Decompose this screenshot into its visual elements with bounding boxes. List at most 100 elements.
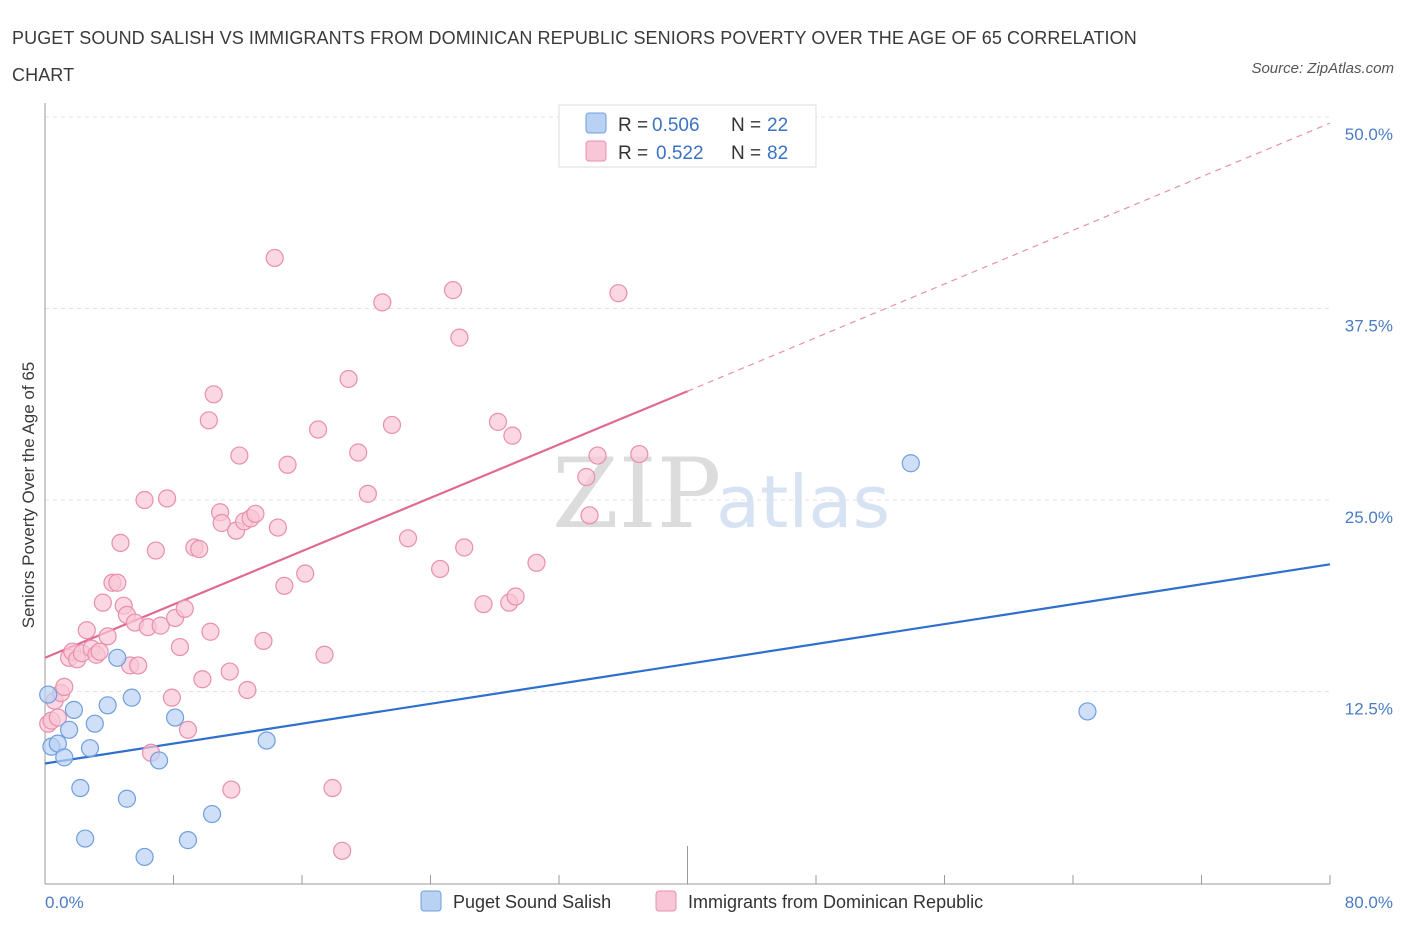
series-legend-swatch-puget-sound-salish — [420, 890, 442, 912]
point-dominican-republic — [382, 415, 402, 435]
legend-n-label: N = — [731, 115, 761, 136]
y-axis-label: Seniors Poverty Over the Age of 65 — [19, 362, 38, 628]
point-puget-sound-salish — [55, 748, 74, 767]
point-dominican-republic — [162, 688, 181, 707]
point-puget-sound-salish — [108, 648, 127, 667]
point-dominican-republic — [238, 680, 257, 700]
point-dominican-republic — [349, 443, 368, 462]
point-dominican-republic — [275, 576, 294, 595]
point-dominican-republic — [609, 284, 628, 303]
point-puget-sound-salish — [257, 731, 276, 750]
point-puget-sound-salish — [135, 847, 154, 867]
point-dominican-republic — [474, 595, 493, 614]
trend-line-dominican-republic — [44, 390, 688, 659]
point-dominican-republic — [398, 529, 418, 548]
point-dominican-republic — [90, 642, 109, 661]
point-dominican-republic — [323, 778, 342, 798]
trend-line-puget-sound-salish — [44, 563, 1331, 765]
point-dominican-republic — [77, 621, 96, 640]
point-dominican-republic — [431, 559, 450, 579]
point-dominican-republic — [204, 385, 223, 404]
point-dominican-republic — [254, 631, 273, 651]
legend-swatch-puget-sound-salish — [585, 112, 607, 134]
point-dominican-republic — [230, 446, 249, 465]
x-tick-label: 80.0% — [1345, 893, 1393, 912]
point-dominican-republic — [212, 513, 231, 533]
series-legend-label-puget-sound-salish: Puget Sound Salish — [453, 892, 611, 912]
point-dominican-republic — [358, 484, 377, 503]
point-dominican-republic — [201, 622, 220, 641]
y-tick-label: 12.5% — [1345, 700, 1393, 719]
watermark-atlas: atlas — [716, 460, 890, 544]
point-dominican-republic — [146, 541, 165, 560]
point-dominican-republic — [170, 637, 190, 657]
point-dominican-republic — [588, 446, 607, 465]
x-tick-labels: 0.0% 80.0% — [45, 893, 1393, 912]
trend-lines — [44, 122, 1331, 765]
series-legend-label-dominican-republic: Immigrants from Dominican Republic — [688, 892, 983, 912]
point-puget-sound-salish — [202, 804, 222, 824]
point-dominican-republic — [175, 599, 194, 618]
y-tick-label: 25.0% — [1345, 508, 1393, 527]
legend-swatch-dominican-republic — [585, 140, 607, 162]
point-puget-sound-salish — [117, 789, 137, 808]
point-dominican-republic — [315, 645, 334, 664]
data-points — [39, 248, 1097, 867]
point-dominican-republic — [333, 841, 352, 860]
point-dominican-republic — [190, 539, 209, 559]
point-dominican-republic — [580, 506, 599, 525]
point-dominican-republic — [246, 504, 265, 523]
point-dominican-republic — [178, 720, 198, 739]
point-dominican-republic — [630, 444, 649, 464]
point-dominican-republic — [222, 780, 241, 799]
point-dominican-republic — [506, 587, 525, 606]
point-puget-sound-salish — [1078, 702, 1097, 721]
point-puget-sound-salish — [901, 454, 920, 473]
point-dominican-republic — [268, 518, 288, 537]
point-dominican-republic — [339, 369, 358, 389]
point-dominican-republic — [111, 533, 130, 552]
legend-r-label: R = — [618, 143, 648, 164]
point-puget-sound-salish — [59, 720, 79, 739]
point-dominican-republic — [199, 411, 218, 430]
point-dominican-republic — [443, 281, 463, 300]
point-dominican-republic — [129, 656, 148, 675]
point-dominican-republic — [488, 412, 508, 431]
series-legend: Puget Sound Salish Immigrants from Domin… — [420, 890, 983, 912]
point-dominican-republic — [108, 573, 127, 592]
axes — [44, 103, 1331, 885]
point-puget-sound-salish — [80, 739, 100, 758]
point-dominican-republic — [98, 627, 117, 646]
legend-r-value: 0.506 — [652, 115, 700, 136]
point-puget-sound-salish — [98, 696, 117, 715]
legend-n-label: N = — [731, 143, 761, 164]
point-dominican-republic — [527, 553, 546, 572]
point-dominican-republic — [55, 677, 74, 697]
point-dominican-republic — [151, 616, 170, 635]
point-puget-sound-salish — [76, 829, 95, 848]
point-puget-sound-salish — [71, 778, 90, 798]
point-dominican-republic — [455, 538, 474, 557]
source-label: Source: ZipAtlas.com — [1251, 60, 1394, 77]
point-dominican-republic — [193, 670, 212, 689]
point-dominican-republic — [296, 564, 315, 583]
series-legend-swatch-dominican-republic — [655, 890, 677, 912]
point-puget-sound-salish — [166, 708, 185, 727]
chart-title: PUGET SOUND SALISH VS IMMIGRANTS FROM DO… — [12, 28, 1137, 85]
point-dominican-republic — [308, 420, 328, 439]
y-tick-label: 50.0% — [1345, 125, 1393, 144]
point-dominican-republic — [265, 248, 284, 268]
point-puget-sound-salish — [85, 714, 104, 733]
point-dominican-republic — [48, 708, 67, 727]
point-dominican-republic — [577, 467, 596, 487]
point-dominican-republic — [135, 490, 154, 510]
point-dominican-republic — [93, 593, 112, 612]
legend-n-value: 22 — [767, 115, 788, 136]
y-tick-labels: 50.0% 37.5% 25.0% 12.5% — [1345, 125, 1393, 719]
point-puget-sound-salish — [178, 831, 198, 850]
point-puget-sound-salish — [122, 688, 141, 707]
legend: R = 0.506 N = 22 R = 0.522 N = 82 — [558, 104, 817, 168]
point-puget-sound-salish — [39, 685, 58, 704]
point-puget-sound-salish — [64, 700, 84, 719]
